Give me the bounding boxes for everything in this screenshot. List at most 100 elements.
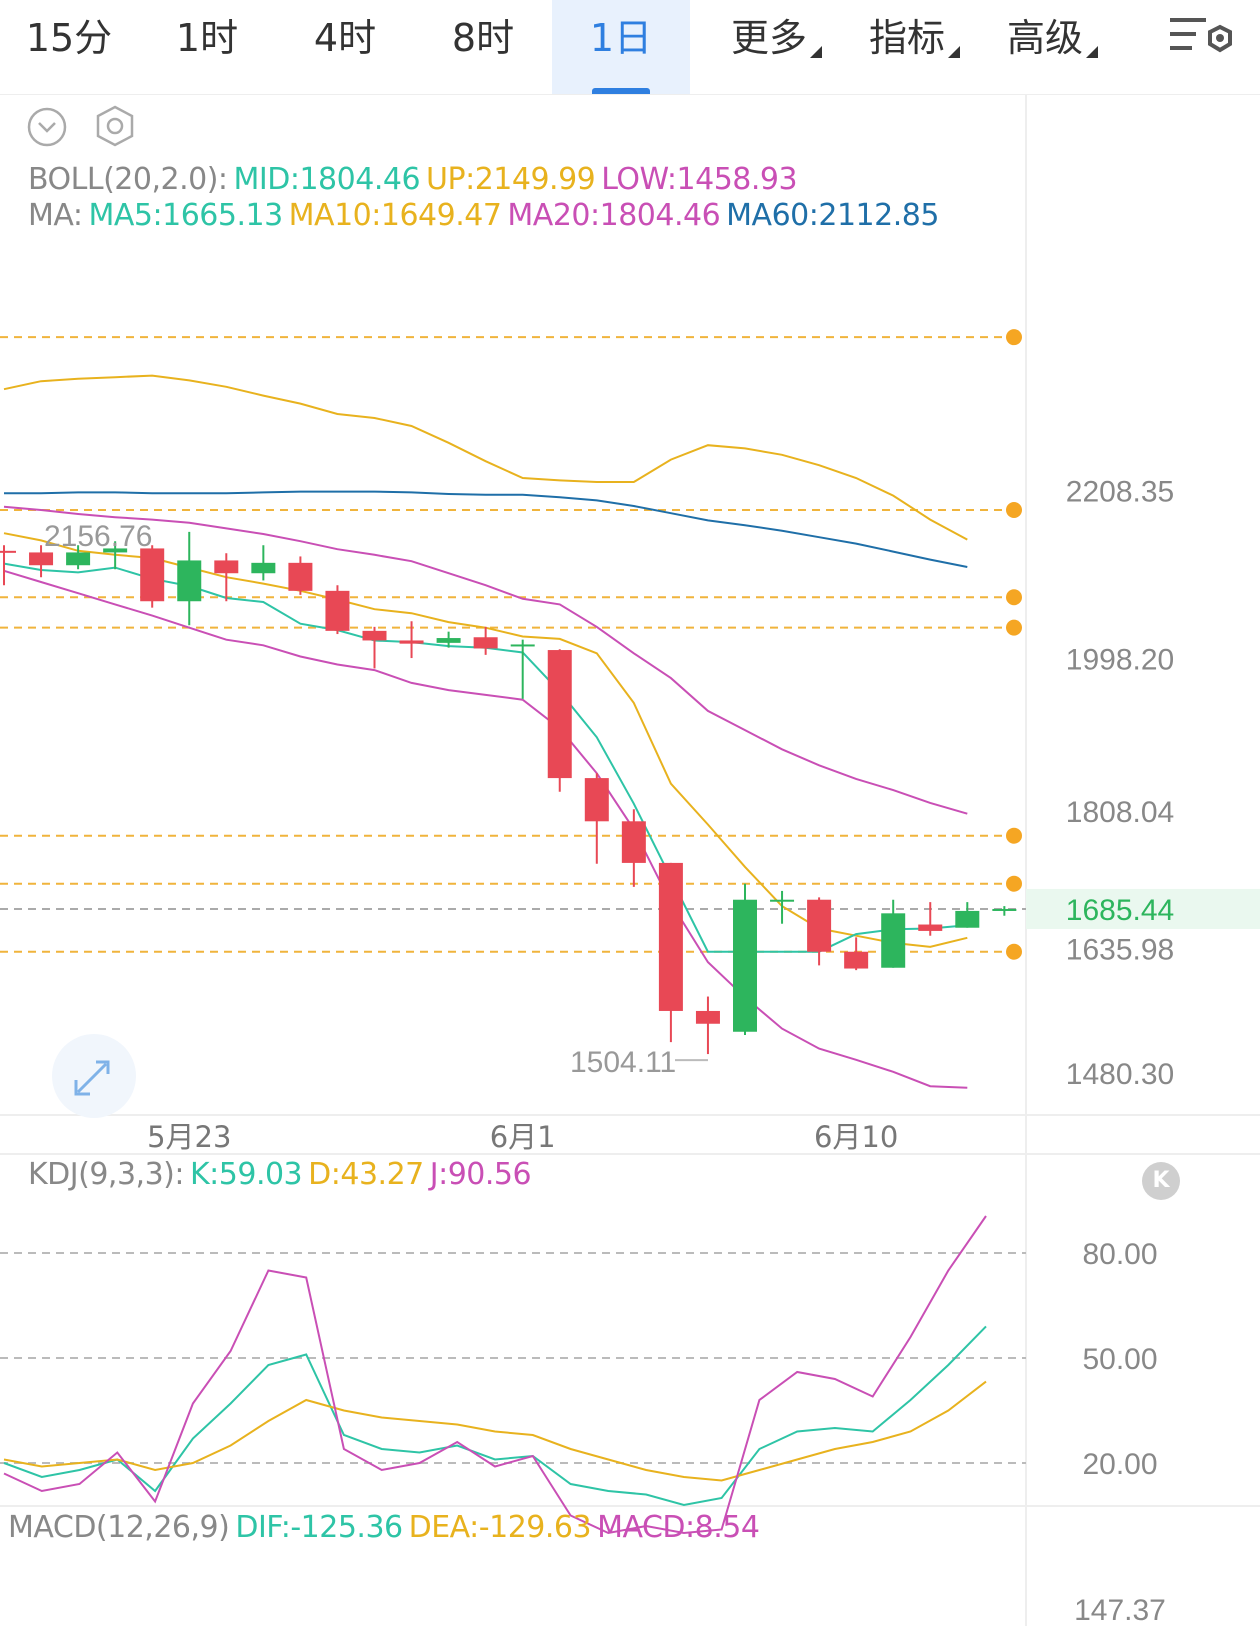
ma60-value: MA60:2112.85: [726, 198, 939, 233]
boll-upper-line: [3, 374, 968, 541]
macd-dea-value: DEA:-129.63: [408, 1510, 592, 1545]
price-level-marker: [1006, 619, 1022, 636]
date-axis-label: 5月23: [147, 1120, 231, 1154]
price-axis-label: 2208.35: [1066, 476, 1174, 509]
tab-indicators[interactable]: 指标: [838, 0, 976, 94]
candle-body: [251, 562, 276, 574]
candle-body: [770, 899, 795, 902]
tab-more[interactable]: 更多: [700, 0, 838, 94]
kdj-k-line: [3, 1325, 987, 1507]
candle-body: [177, 560, 202, 602]
k-badge-button[interactable]: K: [1142, 1162, 1180, 1200]
candle-body: [844, 951, 869, 969]
kdj-axis-label: 50.00: [1082, 1343, 1157, 1376]
chart-settings-icon[interactable]: [1168, 12, 1232, 68]
candle-body: [436, 638, 461, 643]
ma-legend: MA: MA5:1665.13 MA10:1649.47 MA20:1804.46 MA…: [28, 198, 945, 233]
high-price-annotation: 2156.76: [44, 520, 152, 553]
ma5-line: [3, 562, 968, 953]
candle-body: [695, 1010, 720, 1024]
price-axis-label: 1480.30: [1066, 1058, 1174, 1091]
tab-8h[interactable]: 8时: [451, 16, 515, 60]
price-level-marker: [1006, 943, 1022, 960]
candle-body: [992, 908, 1017, 911]
dropdown-triangle-icon: [810, 46, 822, 58]
kdj-j-line: [3, 1215, 987, 1535]
macd-macd-value: MACD:8.54: [597, 1510, 760, 1545]
candle-body: [881, 913, 906, 968]
ma-legend-label: MA:: [28, 198, 83, 233]
low-price-annotation: 1504.11: [570, 1046, 676, 1079]
kdj-legend: KDJ(9,3,3): K:59.03 D:43.27 J:90.56: [28, 1157, 537, 1192]
macd-axis-label: 147.37: [1074, 1594, 1166, 1626]
collapse-legend-icon[interactable]: [26, 106, 68, 148]
candle-body: [547, 650, 572, 779]
boll-up-value: UP:2149.99: [426, 162, 596, 197]
candle-body: [918, 924, 943, 931]
candle-body: [66, 552, 91, 566]
chart-area[interactable]: 2156.76 1504.11 2208.35 1998.20 1808.04 1635.…: [0, 94, 1260, 1626]
boll-legend: BOLL(20,2.0): MID:1804.46 UP:2149.99 LOW:14…: [28, 162, 803, 197]
price-level-marker: [1006, 827, 1022, 844]
boll-lower-line: [3, 569, 968, 1089]
price-level-marker: [1006, 329, 1022, 346]
kdj-legend-label: KDJ(9,3,3):: [28, 1157, 184, 1192]
tab-15min[interactable]: 15分: [25, 16, 113, 60]
ma60-line: [4, 490, 968, 568]
candle-body: [362, 630, 387, 641]
boll-mid-ma20-line: [3, 505, 968, 815]
kdj-d-value: D:43.27: [308, 1157, 424, 1192]
price-level-marker: [1006, 589, 1022, 606]
price-axis-label: 1998.20: [1066, 644, 1174, 677]
candle-body: [955, 910, 980, 928]
macd-legend-label: MACD(12,26,9): [8, 1510, 230, 1545]
boll-mid-value: MID:1804.46: [233, 162, 421, 197]
active-tab-indicator: [592, 88, 650, 94]
date-axis-label: 6月1: [490, 1120, 556, 1154]
candle-body: [473, 637, 498, 649]
boll-legend-label: BOLL(20,2.0):: [28, 162, 228, 197]
tab-advanced[interactable]: 高级: [976, 0, 1114, 94]
date-axis-label: 6月10: [814, 1120, 898, 1154]
candle-body: [399, 640, 424, 644]
candle-body: [510, 644, 535, 647]
tab-1h[interactable]: 1时: [175, 16, 239, 60]
candle-body: [288, 562, 313, 591]
candle-body: [140, 548, 165, 602]
dropdown-triangle-icon: [948, 46, 960, 58]
macd-legend: MACD(12,26,9) DIF:-125.36 DEA:-129.63 MACD:…: [8, 1510, 765, 1545]
ma10-value: MA10:1649.47: [288, 198, 502, 233]
indicator-settings-icon[interactable]: [93, 104, 137, 148]
candle-body: [658, 862, 683, 1011]
candle-body: [29, 552, 54, 566]
expand-arrows-icon: [74, 1060, 110, 1096]
current-price-label: 1685.44: [1066, 894, 1174, 927]
dropdown-triangle-icon: [1086, 46, 1098, 58]
kdj-axis-label: 20.00: [1082, 1448, 1157, 1481]
chart-canvas: 2156.76 1504.11 2208.35 1998.20 1808.04 1635.…: [0, 94, 1260, 1626]
ma5-value: MA5:1665.13: [88, 198, 284, 233]
candle-body: [584, 778, 609, 822]
price-axis-label: 1635.98: [1066, 934, 1174, 967]
timeframe-tab-bar: 15分 1时 4时 8时 1日 更多 指标 高级: [0, 0, 1260, 95]
ma20-value: MA20:1804.46: [507, 198, 721, 233]
tab-1d[interactable]: 1日: [552, 0, 690, 94]
candle-body: [733, 899, 757, 1032]
kdj-j-value: J:90.56: [429, 1157, 532, 1192]
k-badge-icon: K: [1152, 1168, 1170, 1193]
candle-body: [325, 590, 350, 631]
candle-body: [807, 899, 832, 952]
kdj-k-value: K:59.03: [189, 1157, 303, 1192]
expand-chart-button[interactable]: [52, 1034, 136, 1118]
macd-dif-value: DIF:-125.36: [235, 1510, 403, 1545]
price-level-marker: [1006, 502, 1022, 519]
candle-body: [103, 548, 128, 553]
candle-body: [621, 821, 646, 863]
price-axis-label: 1808.04: [1066, 796, 1174, 829]
candle-body: [214, 560, 239, 574]
current-price-badge: [1026, 888, 1260, 929]
kdj-axis-label: 80.00: [1082, 1238, 1157, 1271]
boll-low-value: LOW:1458.93: [601, 162, 798, 197]
tab-4h[interactable]: 4时: [313, 16, 377, 60]
candle-body: [0, 550, 16, 553]
